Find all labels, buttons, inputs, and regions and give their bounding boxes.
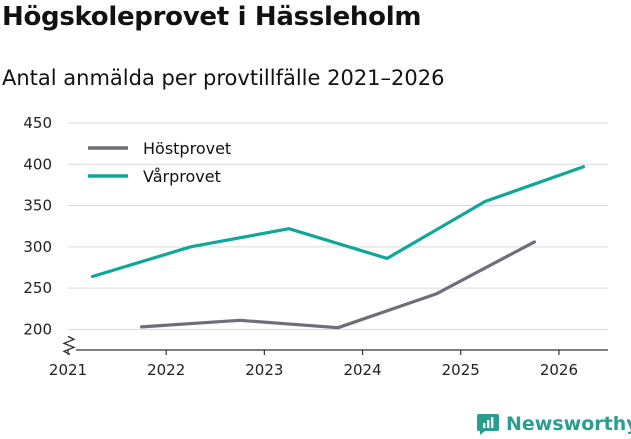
brand-name: Newsworthy [506, 413, 631, 435]
y-tick-label: 450 [23, 114, 52, 132]
chart-subtitle: Antal anmälda per provtillfälle 2021–202… [2, 66, 445, 90]
x-tick-label: 2026 [540, 361, 578, 379]
chart-title: Högskoleprovet i Hässleholm [2, 2, 422, 32]
line-chart: 200 250 300 350 400 450 2021 2022 2023 2024 2025 20… [23, 114, 608, 379]
y-tick-label: 300 [23, 238, 52, 256]
series-line-0 [140, 240, 537, 330]
x-tick-label: 2023 [245, 361, 283, 379]
y-tick-label: 350 [23, 197, 52, 215]
x-tick-label: 2024 [343, 361, 381, 379]
y-tick-label: 250 [23, 279, 52, 297]
x-tick-label: 2022 [147, 361, 185, 379]
y-tick-label: 400 [23, 155, 52, 173]
axis-break-icon [62, 335, 76, 355]
series-line-1 [90, 165, 586, 279]
y-tick-label: 200 [23, 320, 52, 338]
x-tick-label: 2021 [49, 361, 87, 379]
x-tick-label: 2025 [442, 361, 480, 379]
legend-label: Vårprovet [143, 167, 221, 186]
legend-label: Höstprovet [143, 139, 231, 158]
newsworthy-icon [477, 414, 499, 435]
brand-logo: Newsworthy [476, 410, 631, 438]
